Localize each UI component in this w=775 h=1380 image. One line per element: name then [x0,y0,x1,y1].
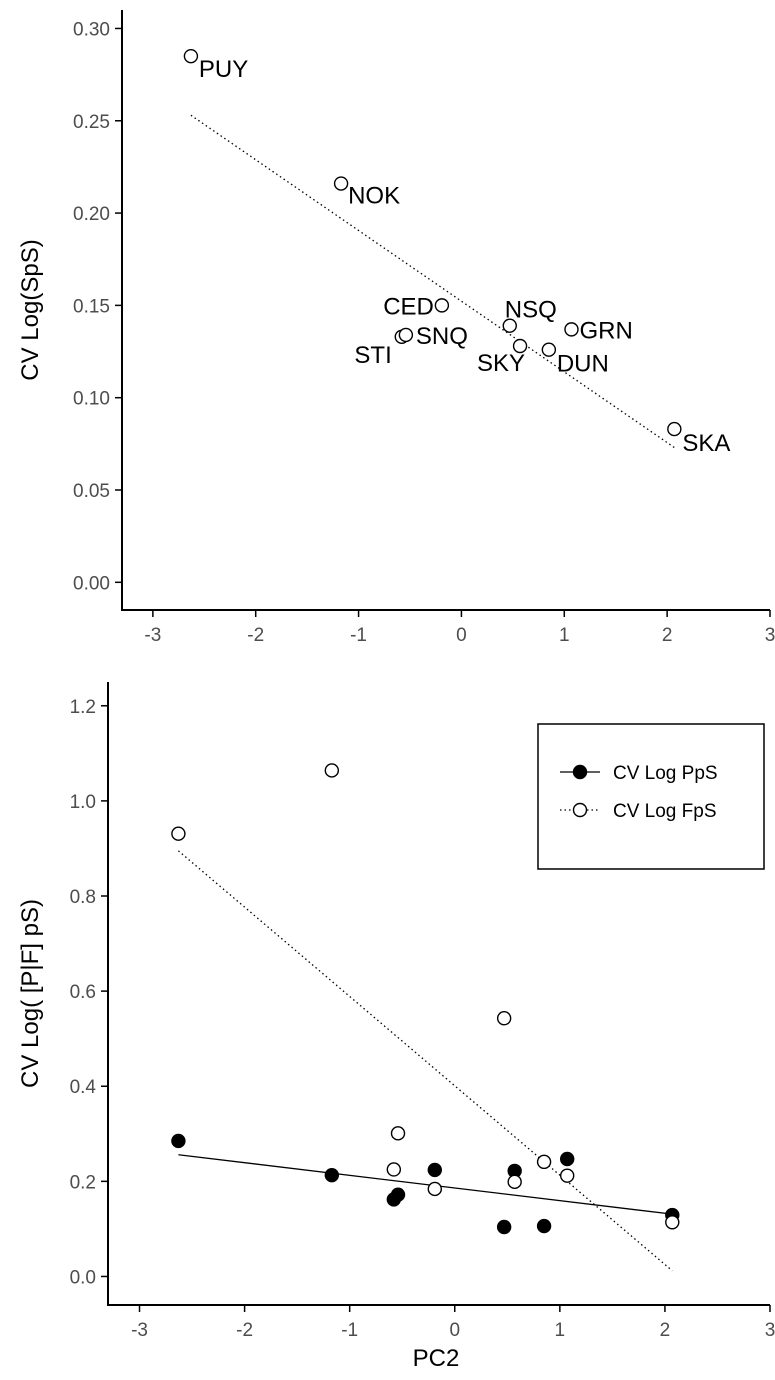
data-point [667,421,682,437]
fps-data-point [427,1181,442,1197]
fps-data-point [496,1011,512,1026]
fps-data-point [390,1126,406,1141]
legend-entry-label: CV Log FpS [613,801,717,822]
trend-line-dotted [190,114,675,449]
fps-data-point [324,763,340,778]
data-point [512,338,528,354]
point-label: SKY [477,350,525,377]
point-label: NOK [348,183,400,210]
pps-data-point [390,1187,406,1202]
x-tick-label: 0 [449,1320,460,1341]
pps-data-point [324,1167,340,1183]
data-point [434,298,450,313]
legend-key-marker [572,802,588,818]
x-tick-label: -1 [350,625,367,646]
x-tick-label: 2 [660,1320,671,1341]
x-tick-label: 1 [555,1320,566,1341]
x-tick-label: -2 [247,625,264,646]
data-point [398,327,414,343]
y-tick-label: 0.8 [70,887,96,908]
point-label: SNQ [416,323,468,350]
data-point [333,176,349,191]
y-tick-label: 0.0 [70,1267,96,1288]
x-tick-label: 3 [765,1320,775,1341]
y-axis-title: CV Log( [P|F] pS) [17,899,44,1088]
y-tick-label: 1.0 [70,792,96,813]
y-tick-label: 0.00 [73,573,110,594]
pps-data-point [427,1162,442,1178]
fps-data-point [386,1162,402,1177]
point-label: STI [354,342,391,369]
point-label: SKA [682,430,730,457]
data-point [502,318,517,333]
point-label: CED [383,293,434,320]
legend-key-marker [572,764,588,780]
fps-data-point [536,1154,552,1170]
x-tick-label: -3 [131,1320,148,1341]
y-tick-label: 0.25 [73,112,110,133]
x-tick-label: 2 [662,625,673,646]
data-point [541,342,557,357]
y-tick-label: 0.30 [73,19,110,40]
point-label: PUY [199,56,248,83]
fps-data-point [507,1174,522,1190]
fps-data-point [559,1168,575,1183]
legend-entry-label: CV Log PpS [613,763,718,784]
y-tick-label: 0.05 [73,481,110,502]
x-tick-label: 0 [456,625,467,646]
point-label: GRN [579,317,632,344]
pps-data-point [496,1219,512,1235]
legend-box [537,723,765,870]
y-tick-label: 0.6 [70,982,96,1003]
y-tick-label: 1.2 [70,697,96,718]
x-tick-label: -3 [144,625,161,646]
x-tick-label: -2 [236,1320,253,1341]
top-scatter-panel: -3 -2 -1 0 1 2 3 0.00 0.05 0.10 0.15 0.20 0.25 0.30 CV… [17,10,775,646]
x-tick-label: -1 [341,1320,358,1341]
y-tick-label: 0.2 [70,1172,96,1193]
x-tick-label: 3 [765,625,775,646]
fps-trend-line [177,850,673,1272]
y-tick-label: 0.20 [73,204,110,225]
data-point [183,48,199,64]
fps-data-point [171,826,186,841]
x-tick-label: 1 [559,625,570,646]
y-axis-title: CV Log(SpS) [17,239,44,380]
bottom-scatter-panel: -3 -2 -1 0 1 2 3 0.0 0.2 0.4 0.6 0.8 1.0 1.2 CV Log( [… [17,682,775,1372]
y-tick-label: 0.4 [70,1077,97,1098]
data-point [564,322,579,337]
pps-trend-line [178,1154,673,1215]
point-label: NSQ [505,297,557,324]
y-tick-label: 0.10 [73,389,110,410]
x-axis-title: PC2 [413,1345,460,1372]
y-tick-label: 0.15 [73,296,110,317]
pps-data-point [559,1151,575,1167]
point-label: DUN [557,351,609,378]
fps-data-point [665,1215,680,1230]
pps-data-point [536,1218,552,1234]
pps-data-point [171,1133,186,1149]
